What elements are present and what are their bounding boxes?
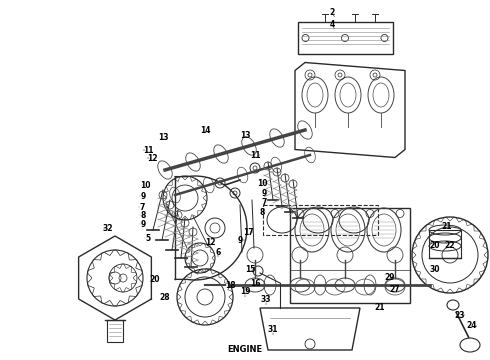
Text: 20: 20 bbox=[430, 240, 440, 249]
Text: 30: 30 bbox=[430, 266, 440, 274]
Text: 21: 21 bbox=[442, 221, 452, 230]
Text: 8: 8 bbox=[259, 207, 265, 216]
Text: 9: 9 bbox=[237, 235, 243, 244]
Text: 13: 13 bbox=[240, 131, 250, 140]
Text: 9: 9 bbox=[140, 192, 146, 201]
Text: 32: 32 bbox=[103, 224, 113, 233]
Text: 19: 19 bbox=[240, 288, 250, 297]
Text: 5: 5 bbox=[146, 234, 150, 243]
Text: 7: 7 bbox=[261, 198, 267, 207]
Text: 9: 9 bbox=[261, 189, 267, 198]
Text: 11: 11 bbox=[250, 150, 260, 159]
Text: 12: 12 bbox=[147, 153, 157, 162]
Text: ENGINE: ENGINE bbox=[227, 346, 263, 355]
Text: 18: 18 bbox=[225, 280, 235, 289]
Text: 29: 29 bbox=[385, 273, 395, 282]
Text: 7: 7 bbox=[139, 202, 145, 212]
Text: 10: 10 bbox=[257, 179, 267, 188]
Bar bbox=[107, 320, 123, 342]
Text: 4: 4 bbox=[329, 19, 335, 28]
Text: 24: 24 bbox=[467, 321, 477, 330]
Text: 17: 17 bbox=[243, 228, 253, 237]
Text: 11: 11 bbox=[143, 145, 153, 154]
Text: 9: 9 bbox=[140, 220, 146, 229]
Text: 12: 12 bbox=[205, 238, 215, 247]
Text: 8: 8 bbox=[140, 211, 146, 220]
Bar bbox=[263, 205, 377, 235]
Text: 2: 2 bbox=[329, 8, 335, 17]
Text: 21: 21 bbox=[375, 303, 385, 312]
Text: 13: 13 bbox=[158, 132, 168, 141]
Text: 15: 15 bbox=[245, 266, 255, 274]
Bar bbox=[297, 22, 392, 54]
Text: 33: 33 bbox=[261, 296, 271, 305]
Text: 20: 20 bbox=[150, 275, 160, 284]
Text: 23: 23 bbox=[455, 310, 465, 320]
Text: 31: 31 bbox=[268, 325, 278, 334]
Text: 14: 14 bbox=[200, 126, 210, 135]
Bar bbox=[290, 207, 410, 302]
Text: 27: 27 bbox=[390, 285, 400, 294]
Text: 10: 10 bbox=[140, 180, 150, 189]
Text: 28: 28 bbox=[160, 293, 171, 302]
Text: 6: 6 bbox=[216, 248, 220, 257]
Text: 16: 16 bbox=[250, 279, 260, 288]
Bar bbox=[429, 230, 461, 258]
Text: 22: 22 bbox=[445, 240, 455, 249]
